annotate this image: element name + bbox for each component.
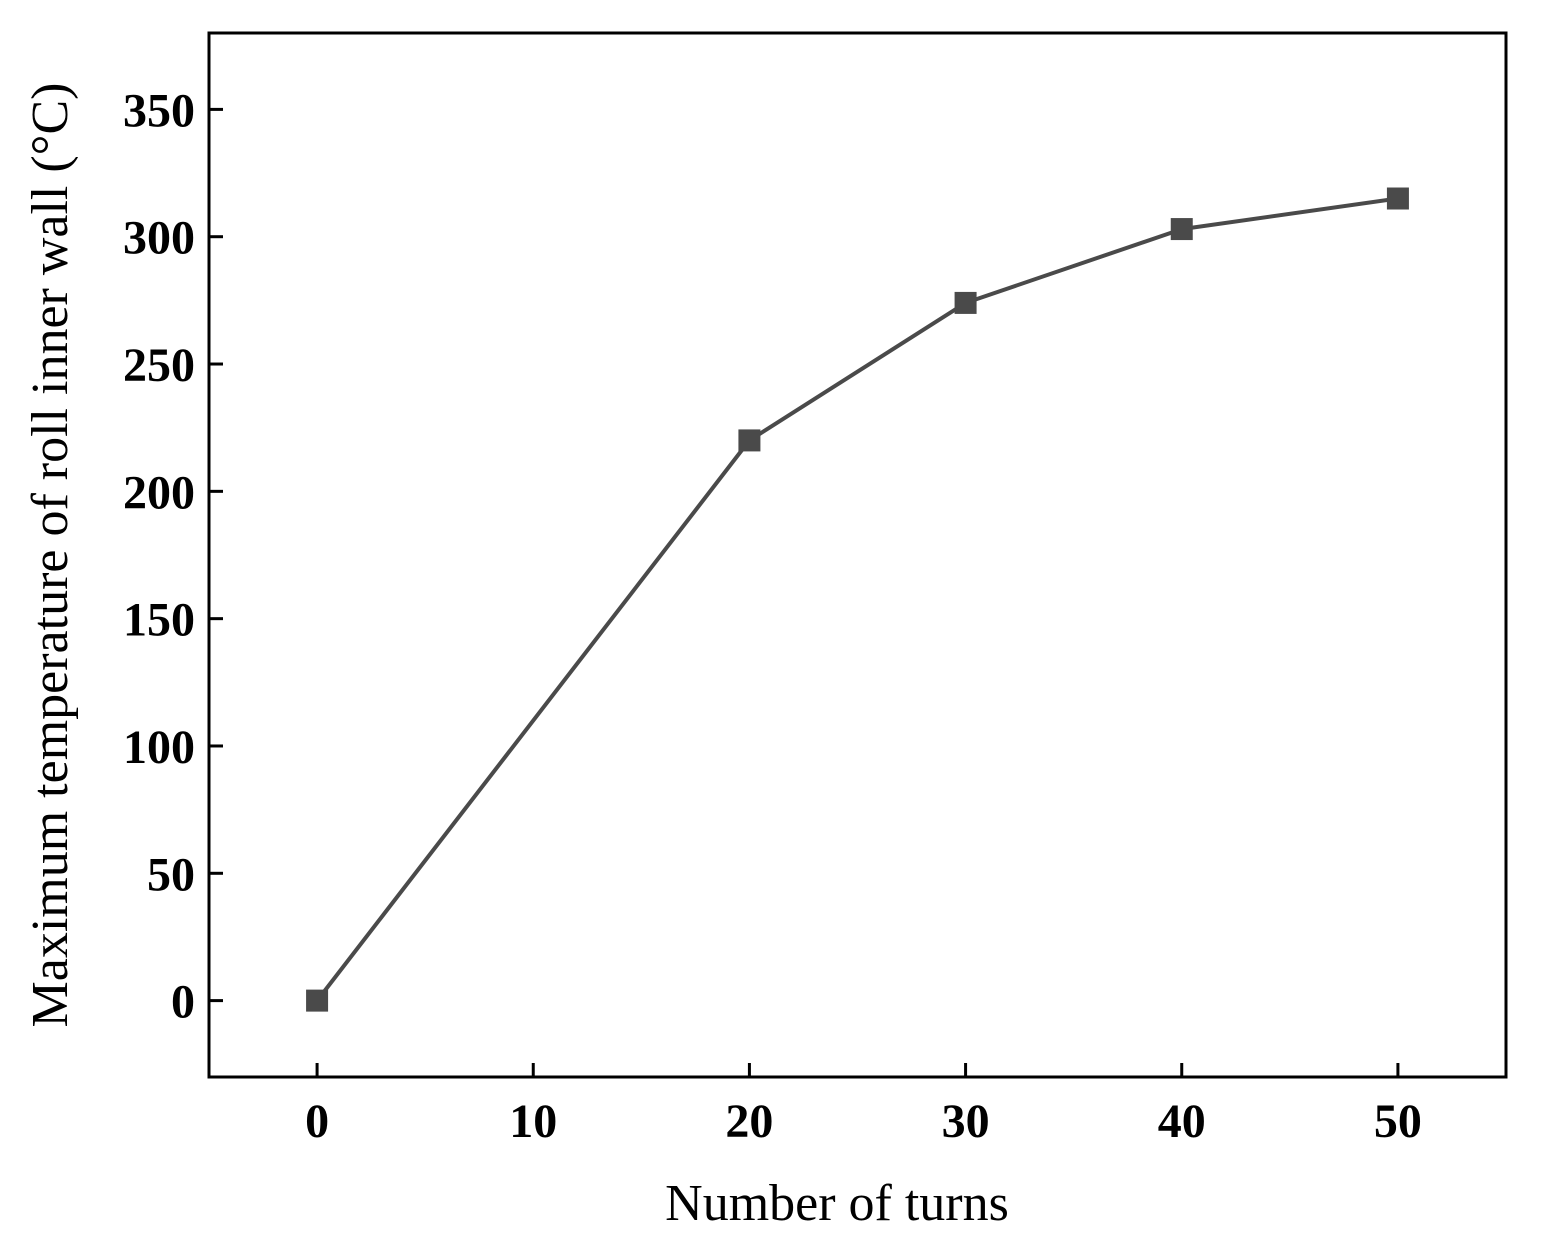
x-tick-label: 0 (305, 1095, 329, 1148)
data-point-marker (954, 291, 977, 314)
x-tick-label: 30 (942, 1095, 990, 1148)
series-layer (306, 187, 1409, 1012)
x-tick-label: 40 (1158, 1095, 1206, 1148)
series-line (315, 196, 1399, 1002)
y-tick-label: 50 (147, 848, 195, 901)
x-axis-ticks: 0 10 20 30 40 50 (305, 1063, 1422, 1148)
y-axis-ticks: 0 50 100 150 200 250 300 350 (123, 84, 223, 1029)
x-tick-label: 10 (509, 1095, 557, 1148)
data-point-marker (1170, 218, 1193, 241)
data-point-marker (306, 989, 329, 1012)
data-point-marker (1386, 187, 1409, 210)
y-tick-label: 0 (171, 976, 195, 1029)
x-axis-title: Number of turns (665, 1175, 1009, 1232)
y-axis-title: Maximum temperature of roll inner wall (… (22, 83, 79, 1028)
y-tick-label: 350 (123, 84, 195, 137)
x-tick-label: 20 (725, 1095, 773, 1148)
y-tick-label: 200 (123, 466, 195, 519)
y-tick-label: 300 (123, 212, 195, 265)
y-tick-label: 250 (123, 339, 195, 392)
x-tick-label: 50 (1374, 1095, 1422, 1148)
y-tick-label: 100 (123, 721, 195, 774)
data-point-marker (738, 429, 761, 452)
y-tick-label: 150 (123, 594, 195, 647)
plot-frame (207, 31, 1508, 1079)
